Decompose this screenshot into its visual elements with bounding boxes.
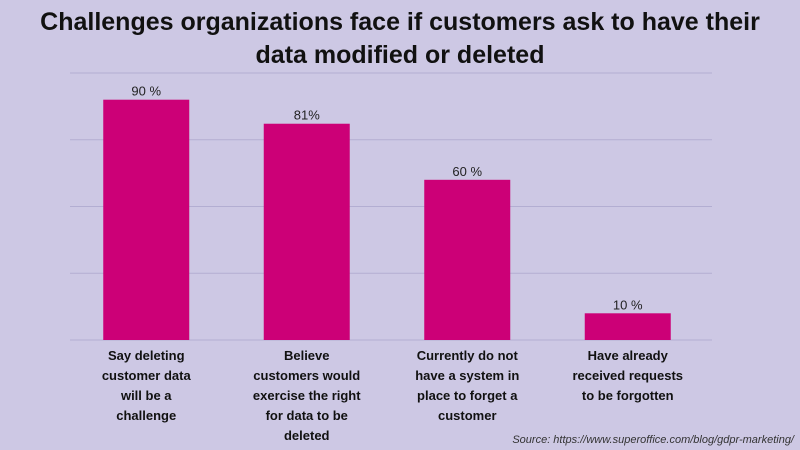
category-label-2-line-0: Currently do not bbox=[417, 348, 519, 363]
chart-title-line-1: Challenges organizations face if custome… bbox=[40, 8, 760, 36]
category-label-3-line-1: received requests bbox=[572, 368, 683, 383]
category-label-1-line-0: Believe bbox=[284, 348, 330, 363]
chart-title: Challenges organizations face if custome… bbox=[0, 6, 800, 72]
category-label-2: Currently do not have a system in place to… bbox=[415, 348, 519, 423]
category-label-1-line-2: exercise the right bbox=[253, 388, 361, 403]
category-label-3-line-0: Have already bbox=[588, 348, 669, 363]
value-label-0: 90 % bbox=[131, 84, 161, 99]
category-label-0-line-0: Say deleting bbox=[108, 348, 185, 363]
bar-3 bbox=[584, 313, 671, 340]
category-label-1: Believe customers would exercise the right… bbox=[253, 348, 361, 443]
category-label-3: Have already received requests to be forgo… bbox=[572, 348, 683, 403]
category-label-0-line-1: customer data bbox=[102, 368, 192, 383]
value-label-1: 81% bbox=[294, 108, 320, 123]
category-label-3-line-2: to be forgotten bbox=[582, 388, 674, 403]
source-note: Source: https://www.superoffice.com/blog… bbox=[512, 434, 794, 446]
category-label-0-line-3: challenge bbox=[116, 408, 176, 423]
category-label-2-line-2: place to forget a bbox=[417, 388, 518, 403]
category-label-1-line-1: customers would bbox=[253, 368, 360, 383]
value-label-3: 10 % bbox=[613, 297, 643, 312]
chart-title-line-2: data modified or deleted bbox=[255, 41, 545, 69]
category-label-2-line-3: customer bbox=[438, 408, 497, 423]
category-label-1-line-4: deleted bbox=[284, 428, 330, 443]
category-label-1-line-3: for data to be bbox=[266, 408, 348, 423]
value-label-2: 60 % bbox=[452, 164, 482, 179]
bar-1 bbox=[263, 123, 350, 340]
category-label-0: Say deleting customer data will be a challe… bbox=[102, 348, 192, 423]
category-label-2-line-1: have a system in bbox=[415, 368, 519, 383]
bar-2 bbox=[424, 179, 511, 340]
category-label-0-line-2: will be a bbox=[120, 388, 172, 403]
bar-0 bbox=[103, 99, 190, 340]
